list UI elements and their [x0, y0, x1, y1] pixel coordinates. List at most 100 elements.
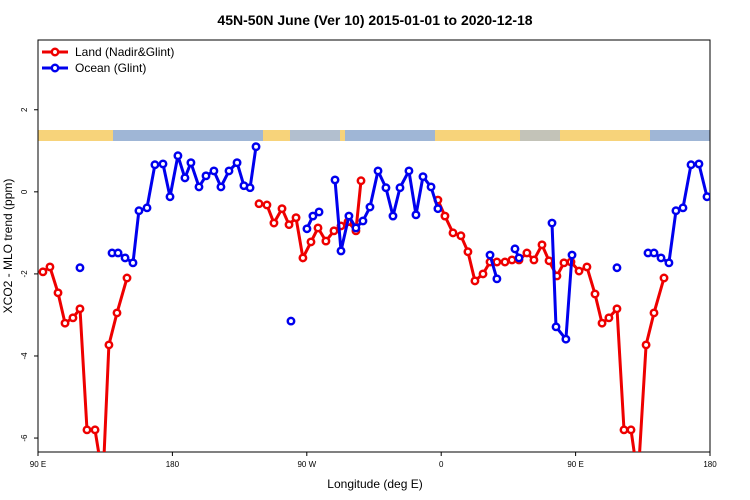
data-point: [440, 211, 450, 221]
data-point: [426, 182, 436, 192]
data-point: [544, 256, 554, 266]
x-tick-label: 90 E: [567, 460, 583, 469]
data-point: [306, 237, 316, 247]
data-point: [456, 231, 466, 241]
data-point: [559, 258, 569, 268]
x-tick-label: 180: [703, 460, 717, 469]
data-point: [216, 182, 226, 192]
data-point: [626, 425, 636, 435]
data-point: [619, 425, 629, 435]
data-point: [68, 313, 78, 323]
data-point: [612, 263, 622, 273]
data-point: [551, 322, 561, 332]
data-point: [395, 183, 405, 193]
data-point: [251, 142, 261, 152]
data-point: [82, 425, 92, 435]
land-mask-strip: [38, 130, 710, 141]
data-point: [574, 266, 584, 276]
data-point: [649, 308, 659, 318]
data-point: [122, 273, 132, 283]
data-point: [635, 476, 641, 482]
data-point: [514, 253, 524, 263]
data-point: [351, 223, 361, 233]
plot-area: [38, 142, 710, 482]
x-axis-label: Longitude (deg E): [327, 477, 422, 491]
data-point: [356, 176, 366, 186]
data-point: [510, 244, 520, 254]
y-axis-label: XCO2 - MLO trend (ppm): [1, 179, 15, 314]
data-point: [165, 192, 175, 202]
data-point: [100, 476, 106, 482]
data-point: [329, 226, 339, 236]
data-point: [245, 183, 255, 193]
data-point: [194, 182, 204, 192]
data-point: [277, 204, 287, 214]
x-tick-label: 0: [439, 460, 444, 469]
data-point: [678, 203, 688, 213]
data-point: [686, 160, 696, 170]
data-point: [604, 313, 614, 323]
x-tick-label: 90 W: [297, 460, 316, 469]
data-point: [45, 262, 55, 272]
data-point: [104, 340, 114, 350]
data-point: [321, 236, 331, 246]
data-point: [404, 166, 414, 176]
data-point: [373, 166, 383, 176]
data-point: [336, 246, 346, 256]
data-point: [649, 248, 659, 258]
data-point: [582, 262, 592, 272]
data-point: [694, 159, 704, 169]
data-point: [180, 173, 190, 183]
data-point: [113, 248, 123, 258]
data-point: [38, 267, 48, 277]
data-point: [298, 253, 308, 263]
data-point: [269, 218, 279, 228]
data-point: [500, 257, 510, 267]
data-point: [232, 158, 242, 168]
data-point: [302, 224, 312, 234]
y-tick-label: -4: [20, 352, 29, 360]
data-point: [358, 216, 368, 226]
y-tick-label: 0: [20, 189, 29, 194]
legend-marker: [50, 63, 60, 73]
data-point: [664, 258, 674, 268]
data-point: [314, 207, 324, 217]
data-point: [485, 250, 495, 260]
data-point: [448, 228, 458, 238]
data-point: [492, 274, 502, 284]
data-point: [112, 308, 122, 318]
data-point: [173, 151, 183, 161]
data-point: [308, 211, 318, 221]
data-point: [567, 250, 577, 260]
data-point: [262, 200, 272, 210]
data-point: [537, 240, 547, 250]
data-point: [53, 288, 63, 298]
data-point: [463, 247, 473, 257]
data-point: [507, 255, 517, 265]
data-point: [186, 158, 196, 168]
data-point: [612, 304, 622, 314]
data-point: [209, 166, 219, 176]
data-point: [134, 206, 144, 216]
data-point: [641, 340, 651, 350]
data-point: [492, 257, 502, 267]
y-tick-label: -6: [20, 434, 29, 442]
plot-frame: [37, 39, 711, 453]
data-point: [150, 160, 160, 170]
data-point: [330, 175, 340, 185]
data-point: [433, 204, 443, 214]
data-point: [702, 192, 710, 202]
data-point: [597, 318, 607, 328]
data-point: [158, 159, 168, 169]
data-point: [224, 166, 234, 176]
data-point: [478, 269, 488, 279]
data-point: [142, 203, 152, 213]
x-tick-label: 90 E: [30, 460, 46, 469]
legend-label: Ocean (Glint): [75, 61, 146, 75]
data-point: [470, 276, 480, 286]
data-point: [254, 199, 264, 209]
data-point: [388, 211, 398, 221]
data-point: [120, 253, 130, 263]
legend-label: Land (Nadir&Glint): [75, 45, 174, 59]
data-point: [522, 248, 532, 258]
